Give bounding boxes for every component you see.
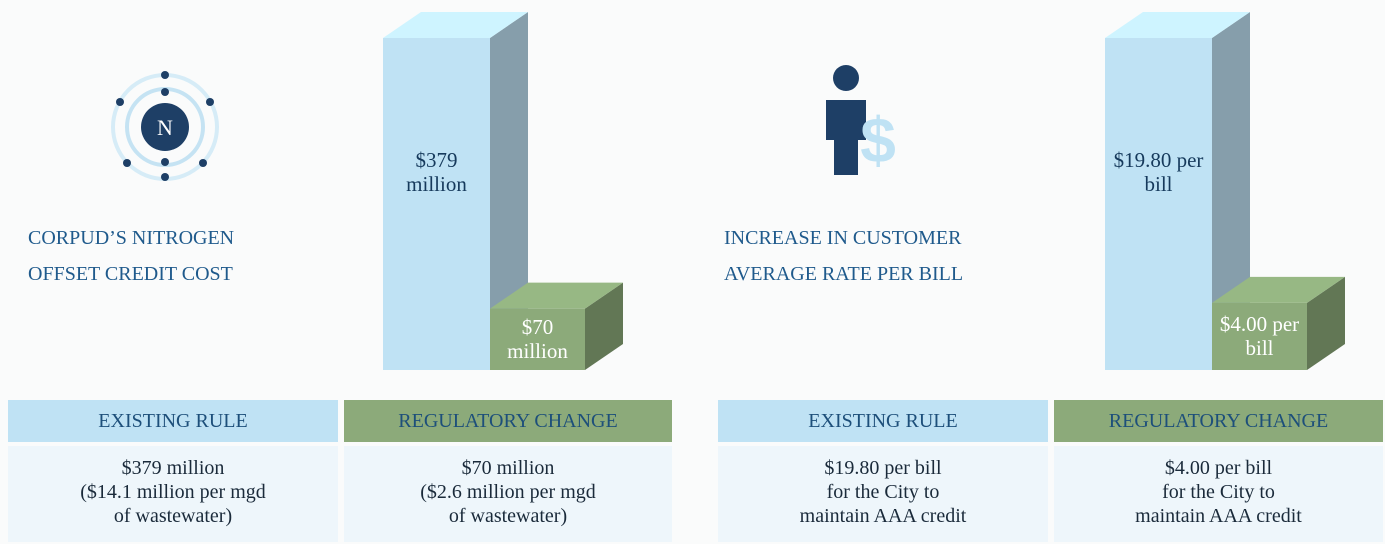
note-line: $19.80 per bill	[824, 457, 942, 479]
bar-side	[1212, 12, 1250, 370]
note-line: ($14.1 million per mgd	[80, 481, 266, 503]
note-line: maintain AAA credit	[1135, 505, 1302, 527]
note-line: for the City to	[1162, 481, 1275, 503]
category-header: EXISTING RULE	[718, 400, 1048, 442]
chart-title: INCREASE IN CUSTOMER AVERAGE RATE PER BI…	[724, 227, 964, 285]
note: $379 million ($14.1 million per mgd of was…	[8, 446, 338, 542]
customer-icon: $	[826, 65, 896, 176]
bar	[383, 38, 490, 370]
note-line: $379 million	[121, 457, 225, 479]
bar-top	[1212, 276, 1345, 303]
bar	[1105, 38, 1212, 370]
bar-side	[490, 12, 528, 370]
value-label: $379 million	[406, 148, 467, 196]
note-line: of wastewater)	[448, 505, 568, 527]
note-line: maintain AAA credit	[799, 505, 967, 527]
note-line: for the City to	[826, 481, 940, 503]
value-label: $19.80 per bill	[1113, 148, 1204, 196]
nitrogen-icon: N	[111, 71, 219, 181]
category-header: REGULATORY CHANGE	[344, 400, 672, 442]
bar-top	[490, 282, 623, 309]
bar-top	[383, 12, 528, 38]
bar	[1212, 302, 1307, 370]
category-header: REGULATORY CHANGE	[1054, 400, 1383, 442]
note: $70 million ($2.6 million per mgd of waste…	[344, 446, 672, 542]
category-header: EXISTING RULE	[8, 400, 338, 442]
bar	[490, 308, 585, 370]
note-line: of wastewater)	[113, 505, 233, 527]
note: $4.00 per bill for the City to maintain AA…	[1054, 446, 1383, 542]
svg-text:N: N	[157, 115, 173, 140]
svg-text:$: $	[860, 104, 896, 176]
value-label: $70 million	[507, 315, 568, 364]
bar-side	[1307, 276, 1345, 370]
note: $19.80 per bill for the City to maintain A…	[718, 446, 1048, 542]
chart-title: CORPUD’S NITROGEN OFFSET CREDIT COST	[28, 227, 235, 285]
note-line: $4.00 per bill	[1164, 457, 1273, 479]
value-label: $4.00 per bill	[1219, 312, 1300, 361]
note-line: $70 million	[461, 457, 555, 479]
bar-side	[585, 282, 623, 370]
note-line: ($2.6 million per mgd	[420, 481, 596, 503]
bar-top	[1105, 12, 1250, 38]
